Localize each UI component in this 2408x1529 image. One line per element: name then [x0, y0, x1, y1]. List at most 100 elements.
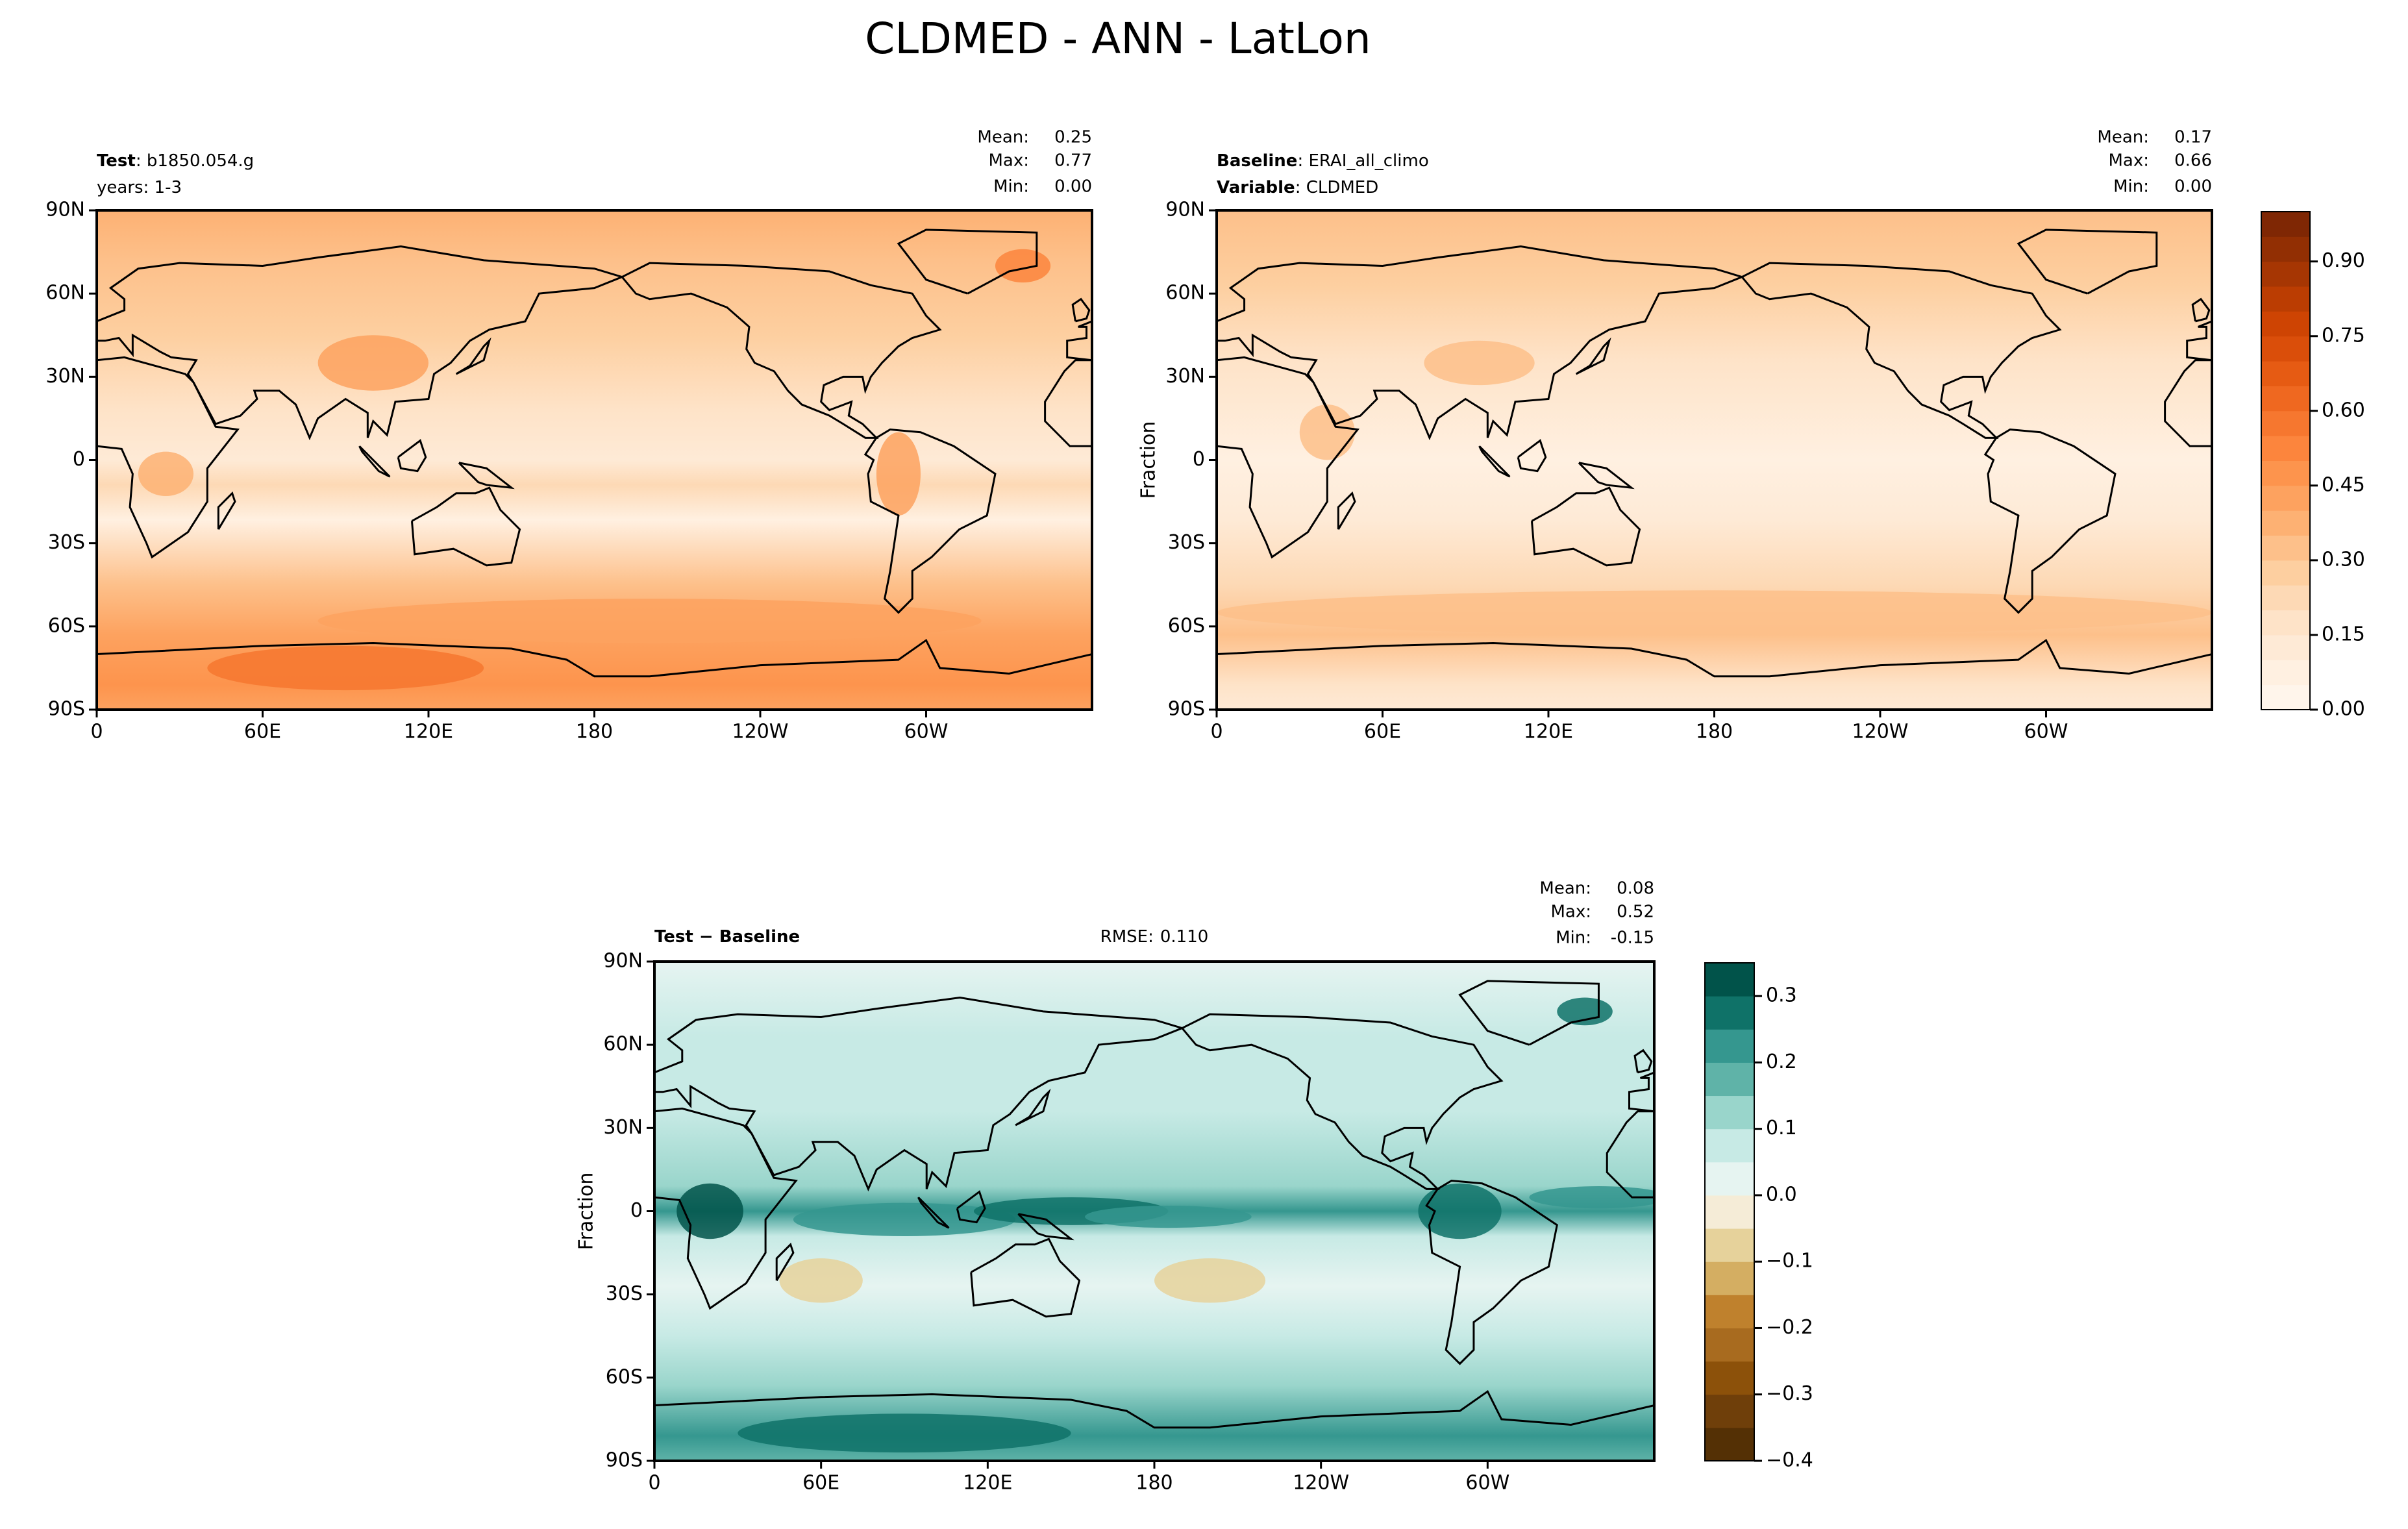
coastline — [776, 1245, 793, 1281]
stat-value: 0.00 — [2174, 177, 2212, 197]
header-line: Baseline: ERAI_all_climo — [1217, 151, 1429, 171]
field-blob — [207, 645, 484, 691]
x-tick-label: 60E — [1364, 721, 1401, 743]
map-field — [654, 962, 1654, 1461]
y-tick-label: 90S — [606, 1449, 643, 1472]
y-tick-label: 60N — [603, 1033, 643, 1056]
y-tick-label: 60N — [45, 282, 85, 305]
coastline — [398, 441, 426, 471]
coastline — [1742, 263, 2060, 438]
field-blob — [138, 451, 194, 497]
coastline — [97, 247, 622, 438]
colorbar-tick-label: −0.3 — [1766, 1382, 1813, 1405]
coastline — [957, 1192, 985, 1223]
rmse-value: 0.110 — [1160, 927, 1208, 947]
colorbar-segment — [1705, 963, 1754, 997]
colorbar-segment — [2261, 410, 2310, 436]
field-blob — [779, 1258, 863, 1303]
y-tick-label: 90S — [1168, 698, 1205, 721]
field-blob — [876, 432, 921, 516]
y-tick-label: 30N — [1165, 365, 1205, 388]
colorbar-segment — [1705, 1394, 1754, 1428]
coastline — [654, 998, 1182, 1189]
colorbar-segment — [2261, 361, 2310, 386]
colorbar-segment — [2261, 286, 2310, 312]
x-tick-label: 180 — [1136, 1472, 1173, 1495]
stat-name: Min: — [993, 177, 1029, 197]
y-tick-label: 30N — [603, 1116, 643, 1139]
coastline — [971, 1239, 1080, 1317]
y-tick-label: 30S — [1168, 531, 1205, 554]
field-blob — [317, 599, 982, 643]
coastline — [97, 357, 238, 557]
header-value: : ERAI_all_climo — [1297, 151, 1428, 171]
coastline — [865, 430, 995, 613]
figure-title: CLDMED - ANN - LatLon — [865, 14, 1371, 64]
y-tick-label: 60S — [1168, 614, 1205, 637]
colorbar-tick-label: −0.1 — [1766, 1250, 1813, 1273]
colorbar-segment — [2261, 261, 2310, 287]
map-field — [1217, 210, 2212, 710]
colorbar-segment — [1705, 1295, 1754, 1328]
colorbar-segment — [1705, 1095, 1754, 1130]
header-key: Variable — [1217, 178, 1295, 197]
colorbar-tick-label: 0.15 — [2322, 623, 2365, 645]
stat-name: Max: — [988, 151, 1029, 171]
field-blob — [738, 1413, 1071, 1453]
colorbar-segment — [2261, 610, 2310, 636]
coastline — [1460, 981, 1599, 1045]
header-key: Baseline — [1217, 151, 1297, 171]
field-blob — [1154, 1258, 1266, 1303]
header-line: years: 1-3 — [97, 178, 182, 197]
colorbar-segment — [2261, 560, 2310, 586]
header-line: Test: b1850.054.g — [97, 151, 254, 171]
colorbar-segment — [1705, 1162, 1754, 1196]
y-tick-label: 0 — [1193, 448, 1205, 471]
coastline — [1635, 1050, 1652, 1073]
stat-value: 0.08 — [1617, 879, 1654, 899]
colorbar-segment — [2261, 485, 2310, 511]
x-tick-label: 60W — [2024, 721, 2068, 743]
colorbar-segment — [2261, 436, 2310, 461]
colorbar-segment — [1705, 1427, 1754, 1461]
colorbar-frame — [1704, 962, 1755, 1461]
colorbar-segment — [2261, 236, 2310, 262]
colorbar-segment — [1705, 1262, 1754, 1295]
x-tick-label: 180 — [1696, 721, 1733, 743]
header-value: years: 1-3 — [97, 178, 182, 197]
field-blob — [1085, 1205, 1252, 1228]
y-tick-label: 90N — [1165, 199, 1205, 221]
x-tick-label: 60E — [244, 721, 281, 743]
field-blob — [1529, 1186, 1654, 1209]
field-blob — [1557, 997, 1613, 1026]
colorbar-segment — [2261, 660, 2310, 686]
stat-value: 0.77 — [1054, 151, 1092, 171]
coastline — [1067, 321, 1092, 360]
header-line: Variable: CLDMED — [1217, 178, 1378, 197]
x-tick-label: 60W — [904, 721, 949, 743]
x-tick-label: 0 — [1210, 721, 1223, 743]
coastline — [1015, 1092, 1049, 1125]
coastline — [1217, 247, 1742, 438]
coastline — [1018, 1214, 1071, 1239]
rmse-name: RMSE: — [1100, 927, 1154, 947]
y-tick-label: 90N — [45, 199, 85, 221]
colorbar-segment — [1705, 1128, 1754, 1163]
y-tick-label: 30S — [48, 531, 85, 554]
colorbar-tick-label: 0.00 — [2322, 698, 2365, 721]
coastline — [654, 1108, 796, 1308]
colorbar-segment — [2261, 684, 2310, 710]
rmse-text: RMSE: 0.110 — [1100, 927, 1209, 947]
stat-name: Max: — [2108, 151, 2149, 171]
coastline — [459, 463, 512, 488]
coastline — [654, 1391, 1654, 1428]
coastline — [1518, 441, 1546, 471]
colorbar-tick-label: 0.1 — [1766, 1117, 1797, 1139]
field-blob — [995, 249, 1051, 283]
colorbar-tick-label: 0.0 — [1766, 1183, 1797, 1206]
y-tick-label: 30S — [606, 1282, 643, 1305]
colorbar-segment — [2261, 460, 2310, 486]
